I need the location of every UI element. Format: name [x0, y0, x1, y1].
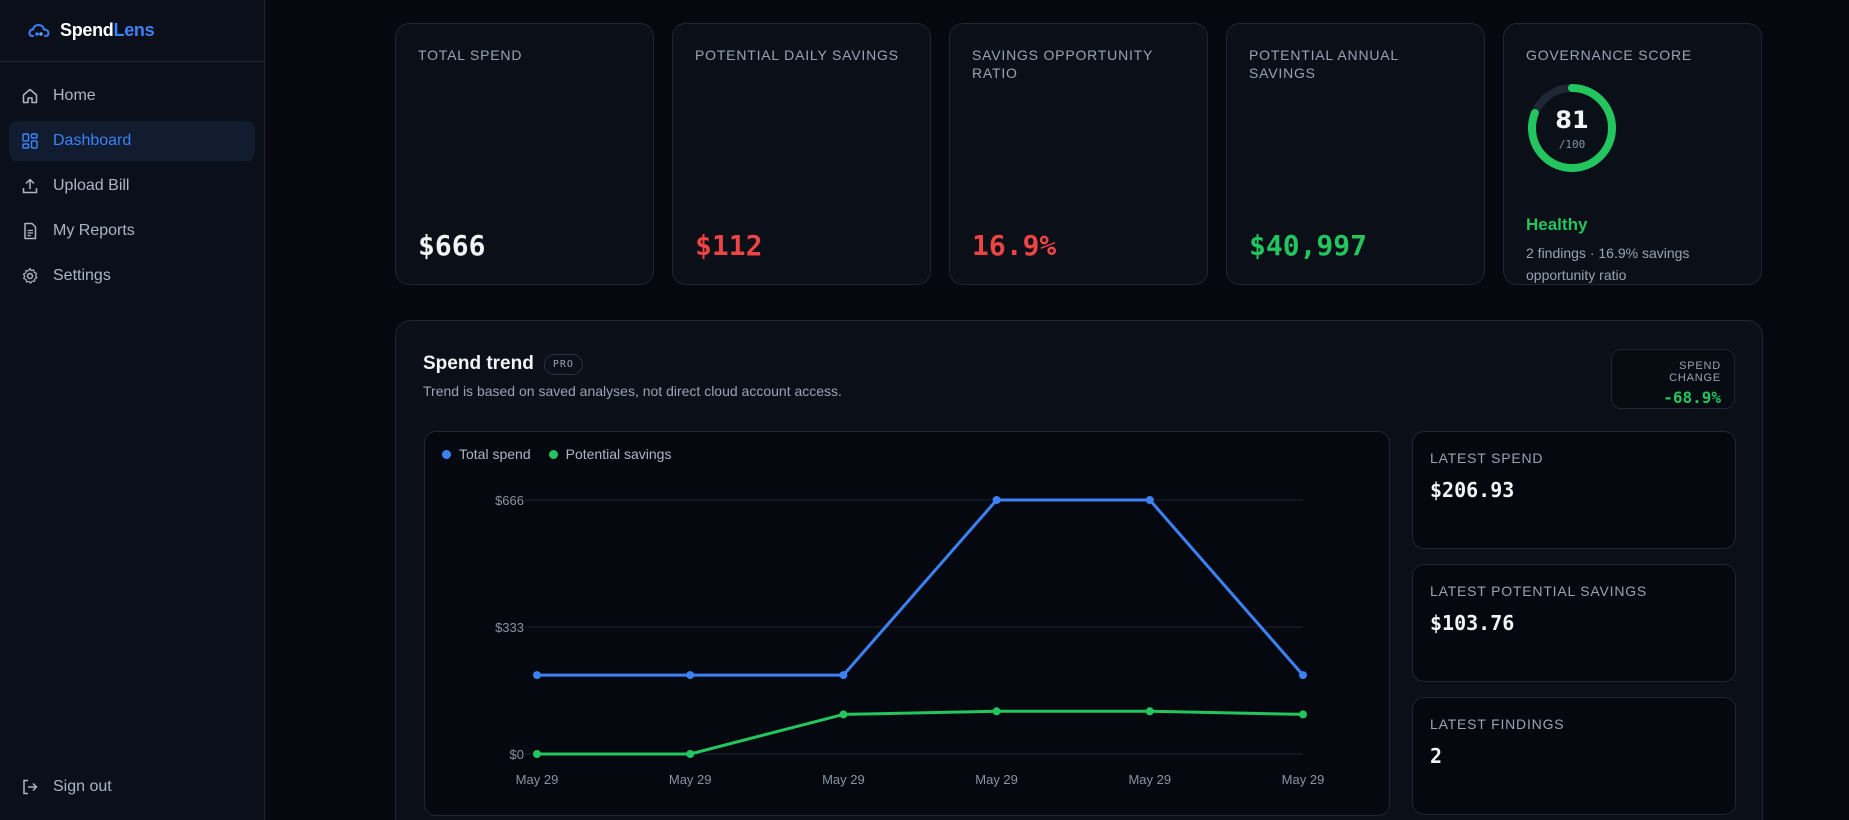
kpi-annual-savings: POTENTIAL ANNUAL SAVINGS $40,997: [1226, 23, 1485, 285]
trend-chart: Total spend Potential savings $0 $333 $666…: [424, 431, 1390, 816]
governance-score-value: 81: [1555, 106, 1589, 134]
kpi-value: $666: [418, 229, 486, 262]
sidebar-item-upload-bill[interactable]: Upload Bill: [9, 166, 255, 206]
sidebar-item-my-reports[interactable]: My Reports: [9, 211, 255, 251]
x-tick-label: May 29: [1282, 772, 1325, 787]
x-tick-label: May 29: [822, 772, 865, 787]
report-icon: [21, 222, 39, 240]
sidebar-item-label: Dashboard: [53, 132, 132, 149]
governance-status: Healthy: [1526, 215, 1588, 234]
sign-out-label: Sign out: [53, 778, 112, 795]
sidebar-item-home[interactable]: Home: [9, 76, 255, 116]
kpi-label: TOTAL SPEND: [418, 47, 523, 63]
card-label: LATEST SPEND: [1430, 450, 1544, 466]
card-label: LATEST FINDINGS: [1430, 716, 1565, 732]
kpi-value: 16.9%: [972, 229, 1057, 262]
upload-icon: [21, 177, 39, 195]
data-point: [533, 671, 541, 680]
card-value: $103.76: [1430, 611, 1515, 635]
kpi-label: POTENTIAL ANNUAL SAVINGS: [1249, 47, 1399, 81]
x-tick-label: May 29: [975, 772, 1018, 787]
gauge-arc: [1528, 84, 1616, 172]
gear-icon: [21, 267, 39, 285]
home-icon: [21, 87, 39, 105]
panel-subtitle: Trend is based on saved analyses, not di…: [423, 383, 842, 399]
card-value: $206.93: [1430, 478, 1515, 502]
latest-spend-card: LATEST SPEND $206.93: [1412, 431, 1736, 549]
data-point: [839, 671, 848, 680]
cloud-logo-icon: [28, 22, 50, 40]
data-point: [839, 710, 848, 719]
governance-score-max: /100: [1558, 138, 1586, 151]
data-point: [992, 496, 1001, 504]
sidebar-item-label: Home: [53, 87, 96, 104]
legend-label: Potential savings: [565, 446, 672, 462]
data-point: [992, 707, 1001, 716]
spend-change-label: SPEND CHANGE: [1669, 360, 1721, 384]
data-point: [1145, 707, 1154, 716]
chart-canvas: $0 $333 $666 May 29 May 29 May 29 May 29 May 29…: [495, 493, 1325, 787]
y-tick-label: $666: [495, 493, 524, 508]
sidebar-item-dashboard[interactable]: Dashboard: [9, 121, 255, 161]
data-point: [533, 750, 541, 758]
legend-label: Total spend: [459, 446, 531, 462]
data-point: [1299, 710, 1307, 719]
brand-name: SpendLens: [60, 20, 155, 40]
governance-gauge: 81 /100: [1526, 82, 1618, 174]
kpi-value: $112: [695, 229, 763, 262]
spend-change-box: SPEND CHANGE -68.9%: [1611, 349, 1735, 409]
y-tick-label: $0: [510, 747, 524, 762]
card-value: 2: [1430, 744, 1443, 768]
legend-dot: [442, 449, 451, 459]
kpi-total-spend: TOTAL SPEND $666: [395, 23, 654, 285]
panel-title: Spend trend PRO: [423, 353, 583, 375]
x-tick-label: May 29: [1128, 772, 1171, 787]
sidebar: SpendLens Home Dashboard Upload Bill My …: [0, 0, 265, 820]
kpi-label: SAVINGS OPPORTUNITY RATIO: [972, 47, 1153, 81]
sign-out-button[interactable]: Sign out: [9, 767, 255, 807]
kpi-governance-score: GOVERNANCE SCORE 81 /100 Healthy 2 findi…: [1503, 23, 1762, 285]
pro-badge: PRO: [543, 353, 583, 375]
chart-legend: Total spend Potential savings: [442, 446, 671, 462]
spend-change-value: -68.9%: [1663, 388, 1721, 407]
kpi-opportunity-ratio: SAVINGS OPPORTUNITY RATIO 16.9%: [949, 23, 1208, 285]
series-line-total-spend: [537, 498, 1305, 677]
spend-trend-title: Spend trend: [423, 353, 534, 374]
data-point: [686, 671, 695, 680]
data-point: [1299, 671, 1307, 680]
legend-dot: [548, 449, 558, 459]
latest-potential-savings-card: LATEST POTENTIAL SAVINGS $103.76: [1412, 564, 1736, 682]
series-line-potential-savings: [537, 709, 1304, 756]
data-point: [686, 750, 695, 758]
data-point: [1145, 496, 1154, 504]
x-tick-label: May 29: [516, 772, 559, 787]
sidebar-item-label: My Reports: [53, 222, 135, 239]
sidebar-item-settings[interactable]: Settings: [9, 256, 255, 296]
kpi-value: $40,997: [1249, 229, 1368, 262]
kpi-label: GOVERNANCE SCORE: [1526, 47, 1693, 63]
latest-findings-card: LATEST FINDINGS 2: [1412, 697, 1736, 815]
x-tick-label: May 29: [669, 772, 712, 787]
sidebar-nav: Home Dashboard Upload Bill My Reports Se…: [0, 62, 264, 296]
legend-item-potential-savings[interactable]: Potential savings: [548, 446, 672, 462]
dashboard-icon: [21, 132, 39, 150]
spend-trend-panel: Spend trend PRO Trend is based on saved …: [395, 320, 1763, 820]
legend-item-total-spend[interactable]: Total spend: [442, 446, 531, 462]
kpi-daily-savings: POTENTIAL DAILY SAVINGS $112: [672, 23, 931, 285]
sidebar-item-label: Upload Bill: [53, 177, 130, 194]
kpi-label: POTENTIAL DAILY SAVINGS: [695, 47, 899, 63]
card-label: LATEST POTENTIAL SAVINGS: [1430, 583, 1648, 599]
brand[interactable]: SpendLens: [0, 0, 264, 62]
y-tick-label: $333: [495, 620, 524, 635]
governance-description: 2 findings · 16.9% savings opportunity r…: [1526, 245, 1690, 283]
sign-out-icon: [21, 778, 39, 796]
sidebar-item-label: Settings: [53, 267, 111, 284]
